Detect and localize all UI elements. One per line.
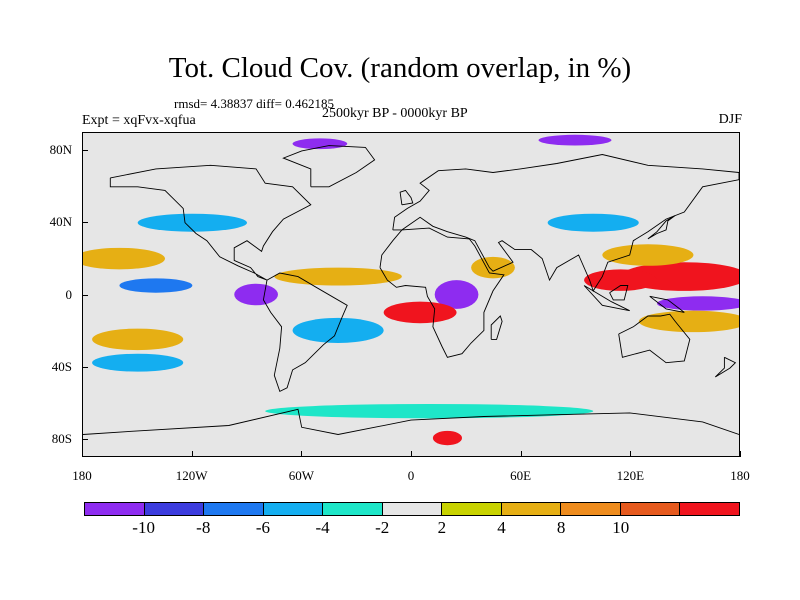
colorbar-label: -4 <box>315 518 330 537</box>
coastline-eurasia <box>392 154 739 292</box>
lon-tick-label: 180 <box>730 468 750 483</box>
lat-tick-mark <box>82 438 88 440</box>
colorbar-swatch <box>323 503 383 515</box>
lon-tick-mark <box>301 451 303 457</box>
colorbar-swatch <box>382 503 443 515</box>
anomaly-region <box>137 213 247 232</box>
colorbar-label: 4 <box>497 518 506 537</box>
colorbar-label: 2 <box>437 518 447 537</box>
anomaly-region <box>638 310 739 333</box>
lon-tick-mark <box>520 451 522 457</box>
coastline-north-america <box>109 164 312 281</box>
colorbar-swatch <box>263 503 324 515</box>
lat-tick-label: 40N <box>49 214 72 230</box>
lon-tick-label: 120W <box>175 468 208 483</box>
anomaly-region <box>547 213 639 232</box>
colorbar-label: -2 <box>375 518 390 537</box>
lat-tick-label: 40S <box>51 358 72 374</box>
coastline-japan <box>647 215 676 240</box>
lon-tick-label: 0 <box>407 468 415 483</box>
anomaly-region <box>234 283 278 306</box>
anomaly-region <box>265 403 594 419</box>
coastline-borneo <box>609 285 629 301</box>
period-label: 2500kyr BP - 0000kyr BP <box>322 106 468 121</box>
anomaly-region <box>383 301 457 324</box>
anomaly-region <box>83 247 165 270</box>
lat-tick-label: 80S <box>51 430 72 446</box>
anomaly-region <box>274 267 402 286</box>
colorbar-label: 10 <box>612 518 630 537</box>
colorbar-swatch <box>561 503 621 515</box>
colorbar-label: -6 <box>255 518 270 537</box>
anomaly-region <box>92 328 184 351</box>
map-canvas <box>83 134 739 446</box>
lon-tick-label: 120E <box>616 468 645 483</box>
map-title: Tot. Cloud Cov. (random overlap, in %) <box>168 52 632 84</box>
colorbar <box>84 502 740 516</box>
anomaly-region <box>434 280 479 309</box>
rmsd-diff-text: rmsd= 4.38837 diff= 0.462185 <box>174 96 334 111</box>
lon-tick-label: 180 <box>72 468 92 483</box>
anomaly-region <box>292 317 384 343</box>
coastline-madagascar <box>490 315 503 340</box>
anomaly-region <box>119 278 193 293</box>
coastline-uk <box>399 189 414 206</box>
colorbar-label: -8 <box>196 518 211 537</box>
colorbar-label: -10 <box>132 518 155 537</box>
anomaly-region <box>602 244 694 266</box>
lon-tick-mark <box>191 451 193 457</box>
lat-tick-mark <box>82 222 88 224</box>
season-label: DJF <box>718 112 742 127</box>
anomaly-region <box>584 269 657 291</box>
anomaly-region <box>538 134 612 146</box>
colorbar-swatch <box>144 503 205 515</box>
lat-tick-mark <box>82 294 88 296</box>
anomaly-region <box>471 256 515 279</box>
lon-tick-mark <box>740 451 741 457</box>
colorbar-label: 8 <box>556 518 566 537</box>
colorbar-swatch <box>85 503 145 515</box>
lon-tick-label: 60E <box>510 468 532 483</box>
anomaly-region <box>292 138 348 150</box>
lat-tick-label: 0 <box>65 286 73 302</box>
experiment-label: Expt = xqFvx-xqfua <box>82 113 196 128</box>
lat-tick-label: 80N <box>49 142 72 158</box>
colorbar-swatch <box>680 503 740 515</box>
coastline-greenland <box>282 145 376 188</box>
anomaly-region <box>92 353 184 372</box>
colorbar-swatch <box>204 503 264 515</box>
lon-tick-mark <box>411 451 412 457</box>
coastline-indonesia <box>583 285 630 312</box>
anomaly-region <box>432 430 463 446</box>
coastline-new-guinea <box>649 295 685 313</box>
colorbar-swatch <box>620 503 681 515</box>
lon-tick-mark <box>630 451 632 457</box>
coastline-africa <box>379 227 505 358</box>
lon-tick-mark <box>82 451 83 457</box>
coastline-new-zealand <box>714 356 737 378</box>
coastline-australia <box>618 313 691 364</box>
coastline-antarctica <box>83 408 739 435</box>
lon-tick-label: 60W <box>288 468 314 483</box>
lat-tick-mark <box>82 366 88 368</box>
coastline-south-america <box>262 272 348 393</box>
anomaly-region <box>657 296 739 311</box>
colorbar-swatch <box>501 503 562 515</box>
colorbar-swatch <box>442 503 502 515</box>
lat-tick-mark <box>82 150 88 152</box>
anomaly-map <box>82 132 740 457</box>
